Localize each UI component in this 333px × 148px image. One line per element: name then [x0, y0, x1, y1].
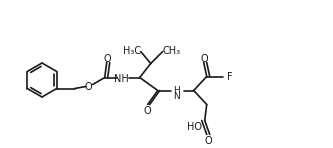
- Text: O: O: [85, 82, 93, 91]
- Text: O: O: [104, 53, 112, 63]
- Text: H₃C: H₃C: [123, 46, 141, 57]
- Text: O: O: [144, 106, 152, 115]
- Text: NH: NH: [114, 74, 129, 83]
- Text: H: H: [173, 86, 180, 95]
- Text: O: O: [201, 53, 208, 63]
- Text: F: F: [227, 73, 232, 82]
- Text: N: N: [173, 92, 180, 101]
- Text: O: O: [205, 136, 212, 145]
- Text: CH₃: CH₃: [163, 46, 181, 57]
- Text: HO: HO: [187, 122, 202, 132]
